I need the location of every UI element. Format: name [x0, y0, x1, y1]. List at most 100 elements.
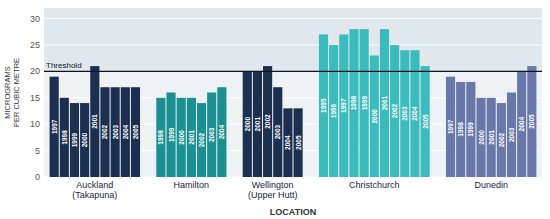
bar-year-label: 1999 — [361, 95, 368, 110]
chart: 0510152025301997199819992000200120022003… — [0, 0, 550, 219]
bar — [329, 45, 338, 177]
bar-year-label: 2000 — [244, 117, 251, 132]
threshold-stripe — [44, 8, 542, 71]
y-tick-label: 5 — [35, 146, 40, 156]
bar — [421, 66, 430, 177]
bar — [466, 82, 475, 177]
bar-year-label: 2003 — [208, 127, 215, 142]
bar-year-label: 2002 — [391, 103, 398, 118]
grid-line — [44, 44, 542, 45]
bar-year-label: 1997 — [51, 119, 58, 134]
bar-year-label: 2000 — [178, 130, 185, 145]
bar-year-label: 2000 — [371, 109, 378, 124]
bar — [517, 71, 526, 177]
bar — [60, 98, 69, 177]
bar-year-label: 2002 — [198, 132, 205, 147]
bar-year-label: 2003 — [274, 124, 281, 139]
bar — [217, 87, 226, 177]
bar — [527, 66, 536, 177]
x-group-label: Wellington(Upper Hutt) — [248, 180, 298, 200]
bar-year-label: 1997 — [447, 119, 454, 134]
y-tick-label: 10 — [30, 119, 40, 129]
bar-year-label: 2004 — [284, 135, 291, 150]
bar — [319, 34, 328, 177]
x-group-label: Dunedin — [474, 180, 508, 190]
grid-line — [44, 18, 542, 19]
bar-year-label: 1999 — [168, 127, 175, 142]
bar — [166, 93, 175, 178]
bar-year-label: 2004 — [122, 124, 129, 139]
bar — [339, 34, 348, 177]
y-tick-label: 15 — [30, 93, 40, 103]
bar — [111, 87, 120, 177]
y-tick-label: 30 — [30, 14, 40, 24]
bar-year-label: 2003 — [112, 124, 119, 139]
bar — [360, 29, 369, 177]
bar-year-label: 2001 — [254, 117, 261, 132]
bar — [273, 87, 282, 177]
bar-year-label: 1998 — [157, 130, 164, 145]
x-axis-label: LOCATION — [270, 207, 316, 217]
bar — [100, 87, 109, 177]
bar — [207, 93, 216, 178]
bar-year-label: 1997 — [340, 98, 347, 113]
bar — [80, 103, 89, 177]
bar-year-label: 1999 — [71, 132, 78, 147]
bar-year-label: 1996 — [330, 103, 337, 118]
bar-year-label: 2002 — [101, 124, 108, 139]
bar-year-label: 2001 — [188, 130, 195, 145]
bar-year-label: 2005 — [528, 114, 535, 129]
bar — [400, 50, 409, 177]
bar-year-label: 2003 — [508, 127, 515, 142]
bar-year-label: 2003 — [401, 106, 408, 121]
y-tick-label: 0 — [35, 172, 40, 182]
bars — [50, 29, 537, 177]
y-tick-label: 20 — [30, 66, 40, 76]
bar-year-label: 2002 — [264, 114, 271, 129]
threshold-label: Threshold — [46, 61, 82, 70]
threshold-line — [44, 71, 542, 72]
bar — [177, 98, 186, 177]
bar — [390, 45, 399, 177]
bar — [456, 82, 465, 177]
bar-year-label: 2004 — [411, 106, 418, 121]
bar-year-label: 2000 — [81, 132, 88, 147]
bar — [156, 98, 165, 177]
bar — [446, 77, 455, 177]
bar-year-label: 1998 — [61, 130, 68, 145]
bar — [70, 103, 79, 177]
y-axis-label: MICROGRAMSPER CUBIC METRE — [3, 58, 21, 127]
x-group-label: Christchurch — [349, 180, 400, 190]
bar — [131, 87, 140, 177]
y-tick-label: 25 — [30, 40, 40, 50]
bar — [507, 93, 516, 178]
bar — [294, 108, 303, 177]
bar-year-label: 2001 — [381, 95, 388, 110]
bar-year-label: 1995 — [320, 98, 327, 113]
bar-year-label: 2001 — [488, 130, 495, 145]
bar-year-label: 1998 — [457, 122, 464, 137]
bar — [50, 77, 59, 177]
bar — [197, 103, 206, 177]
bar-year-label: 1998 — [350, 95, 357, 110]
bar-year-label: 2005 — [132, 124, 139, 139]
bar — [410, 50, 419, 177]
bar — [497, 103, 506, 177]
bar — [90, 66, 99, 177]
bar — [476, 98, 485, 177]
plot-background — [44, 8, 542, 177]
bar-year-label: 2004 — [218, 124, 225, 139]
bar-year-label: 2005 — [295, 135, 302, 150]
bar-year-label: 2002 — [498, 132, 505, 147]
x-group-label: Auckland(Takapuna) — [72, 180, 117, 200]
grid-line — [44, 71, 542, 72]
bar — [370, 56, 379, 177]
bar — [187, 98, 196, 177]
bar-year-label: 2001 — [91, 114, 98, 129]
bar-year-label: 2005 — [422, 114, 429, 129]
bar — [243, 71, 252, 177]
bar — [349, 29, 358, 177]
bar — [283, 108, 292, 177]
bar — [263, 66, 272, 177]
bar — [253, 71, 262, 177]
